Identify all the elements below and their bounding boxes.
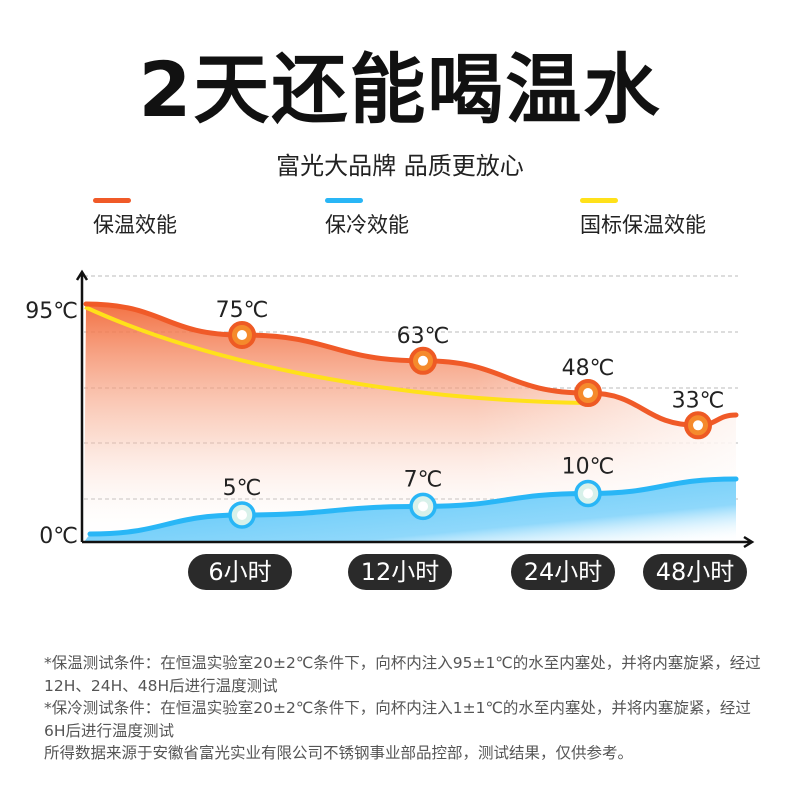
hot-data-label: 48℃ bbox=[562, 356, 615, 381]
hot-point-center bbox=[237, 330, 247, 340]
hot-point-center bbox=[418, 355, 428, 366]
legend-cold: 保冷效能 bbox=[325, 198, 409, 239]
test-notes: *保温测试条件：在恒温实验室20±2℃条件下，向杯内注入95±1℃的水至内塞处，… bbox=[44, 652, 764, 765]
hot-data-label: 75℃ bbox=[216, 298, 269, 323]
x-tick-48h: 48小时 bbox=[643, 554, 747, 590]
hot-point-center bbox=[693, 420, 703, 431]
cold-data-label: 7℃ bbox=[404, 467, 443, 492]
note-cold: *保冷测试条件：在恒温实验室20±2℃条件下，向杯内注入1±1℃的水至内塞处，并… bbox=[44, 699, 751, 740]
cold-data-label: 10℃ bbox=[562, 455, 615, 480]
cold-point-center bbox=[237, 510, 247, 520]
hot-point-center bbox=[583, 388, 593, 399]
legend-hot: 保温效能 bbox=[93, 198, 177, 239]
hot-data-label: 63℃ bbox=[397, 324, 450, 349]
x-tick-24h: 24小时 bbox=[511, 554, 615, 590]
hot-data-label: 33℃ bbox=[672, 388, 725, 413]
headline: 2天还能喝温水 bbox=[138, 45, 662, 134]
cold-data-label: 5℃ bbox=[223, 476, 262, 501]
note-hot: *保温测试条件：在恒温实验室20±2℃条件下，向杯内注入95±1℃的水至内塞处，… bbox=[44, 654, 761, 695]
subtitle: 富光大品牌 品质更放心 bbox=[276, 152, 524, 180]
y-axis bbox=[75, 269, 89, 542]
legend-standard: 国标保温效能 bbox=[580, 198, 706, 239]
x-tick-6h: 6小时 bbox=[188, 554, 292, 590]
x-tick-12h: 12小时 bbox=[348, 554, 452, 590]
cold-point-center bbox=[583, 488, 593, 499]
hot-line bbox=[83, 301, 739, 428]
standard-line bbox=[84, 305, 589, 405]
legend-swatch-standard bbox=[580, 198, 618, 203]
legend-swatch-hot bbox=[93, 198, 131, 203]
temperature-chart: 95℃ 0℃ 75℃ 63℃ 48℃ 33℃ 5℃ 7℃ 10℃ bbox=[25, 269, 755, 549]
y-tick-label: 0℃ bbox=[39, 524, 78, 549]
y-tick-label: 95℃ bbox=[25, 299, 78, 324]
x-axis bbox=[82, 535, 755, 549]
note-source: 所得数据来源于安徽省富光实业有限公司不锈钢事业部品控部，测试结果，仅供参考。 bbox=[44, 744, 634, 762]
legend-swatch-cold bbox=[325, 198, 363, 203]
legend-label: 保冷效能 bbox=[325, 213, 409, 237]
cold-point-center bbox=[418, 501, 428, 512]
legend-label: 保温效能 bbox=[93, 213, 177, 237]
legend-label: 国标保温效能 bbox=[580, 213, 706, 237]
